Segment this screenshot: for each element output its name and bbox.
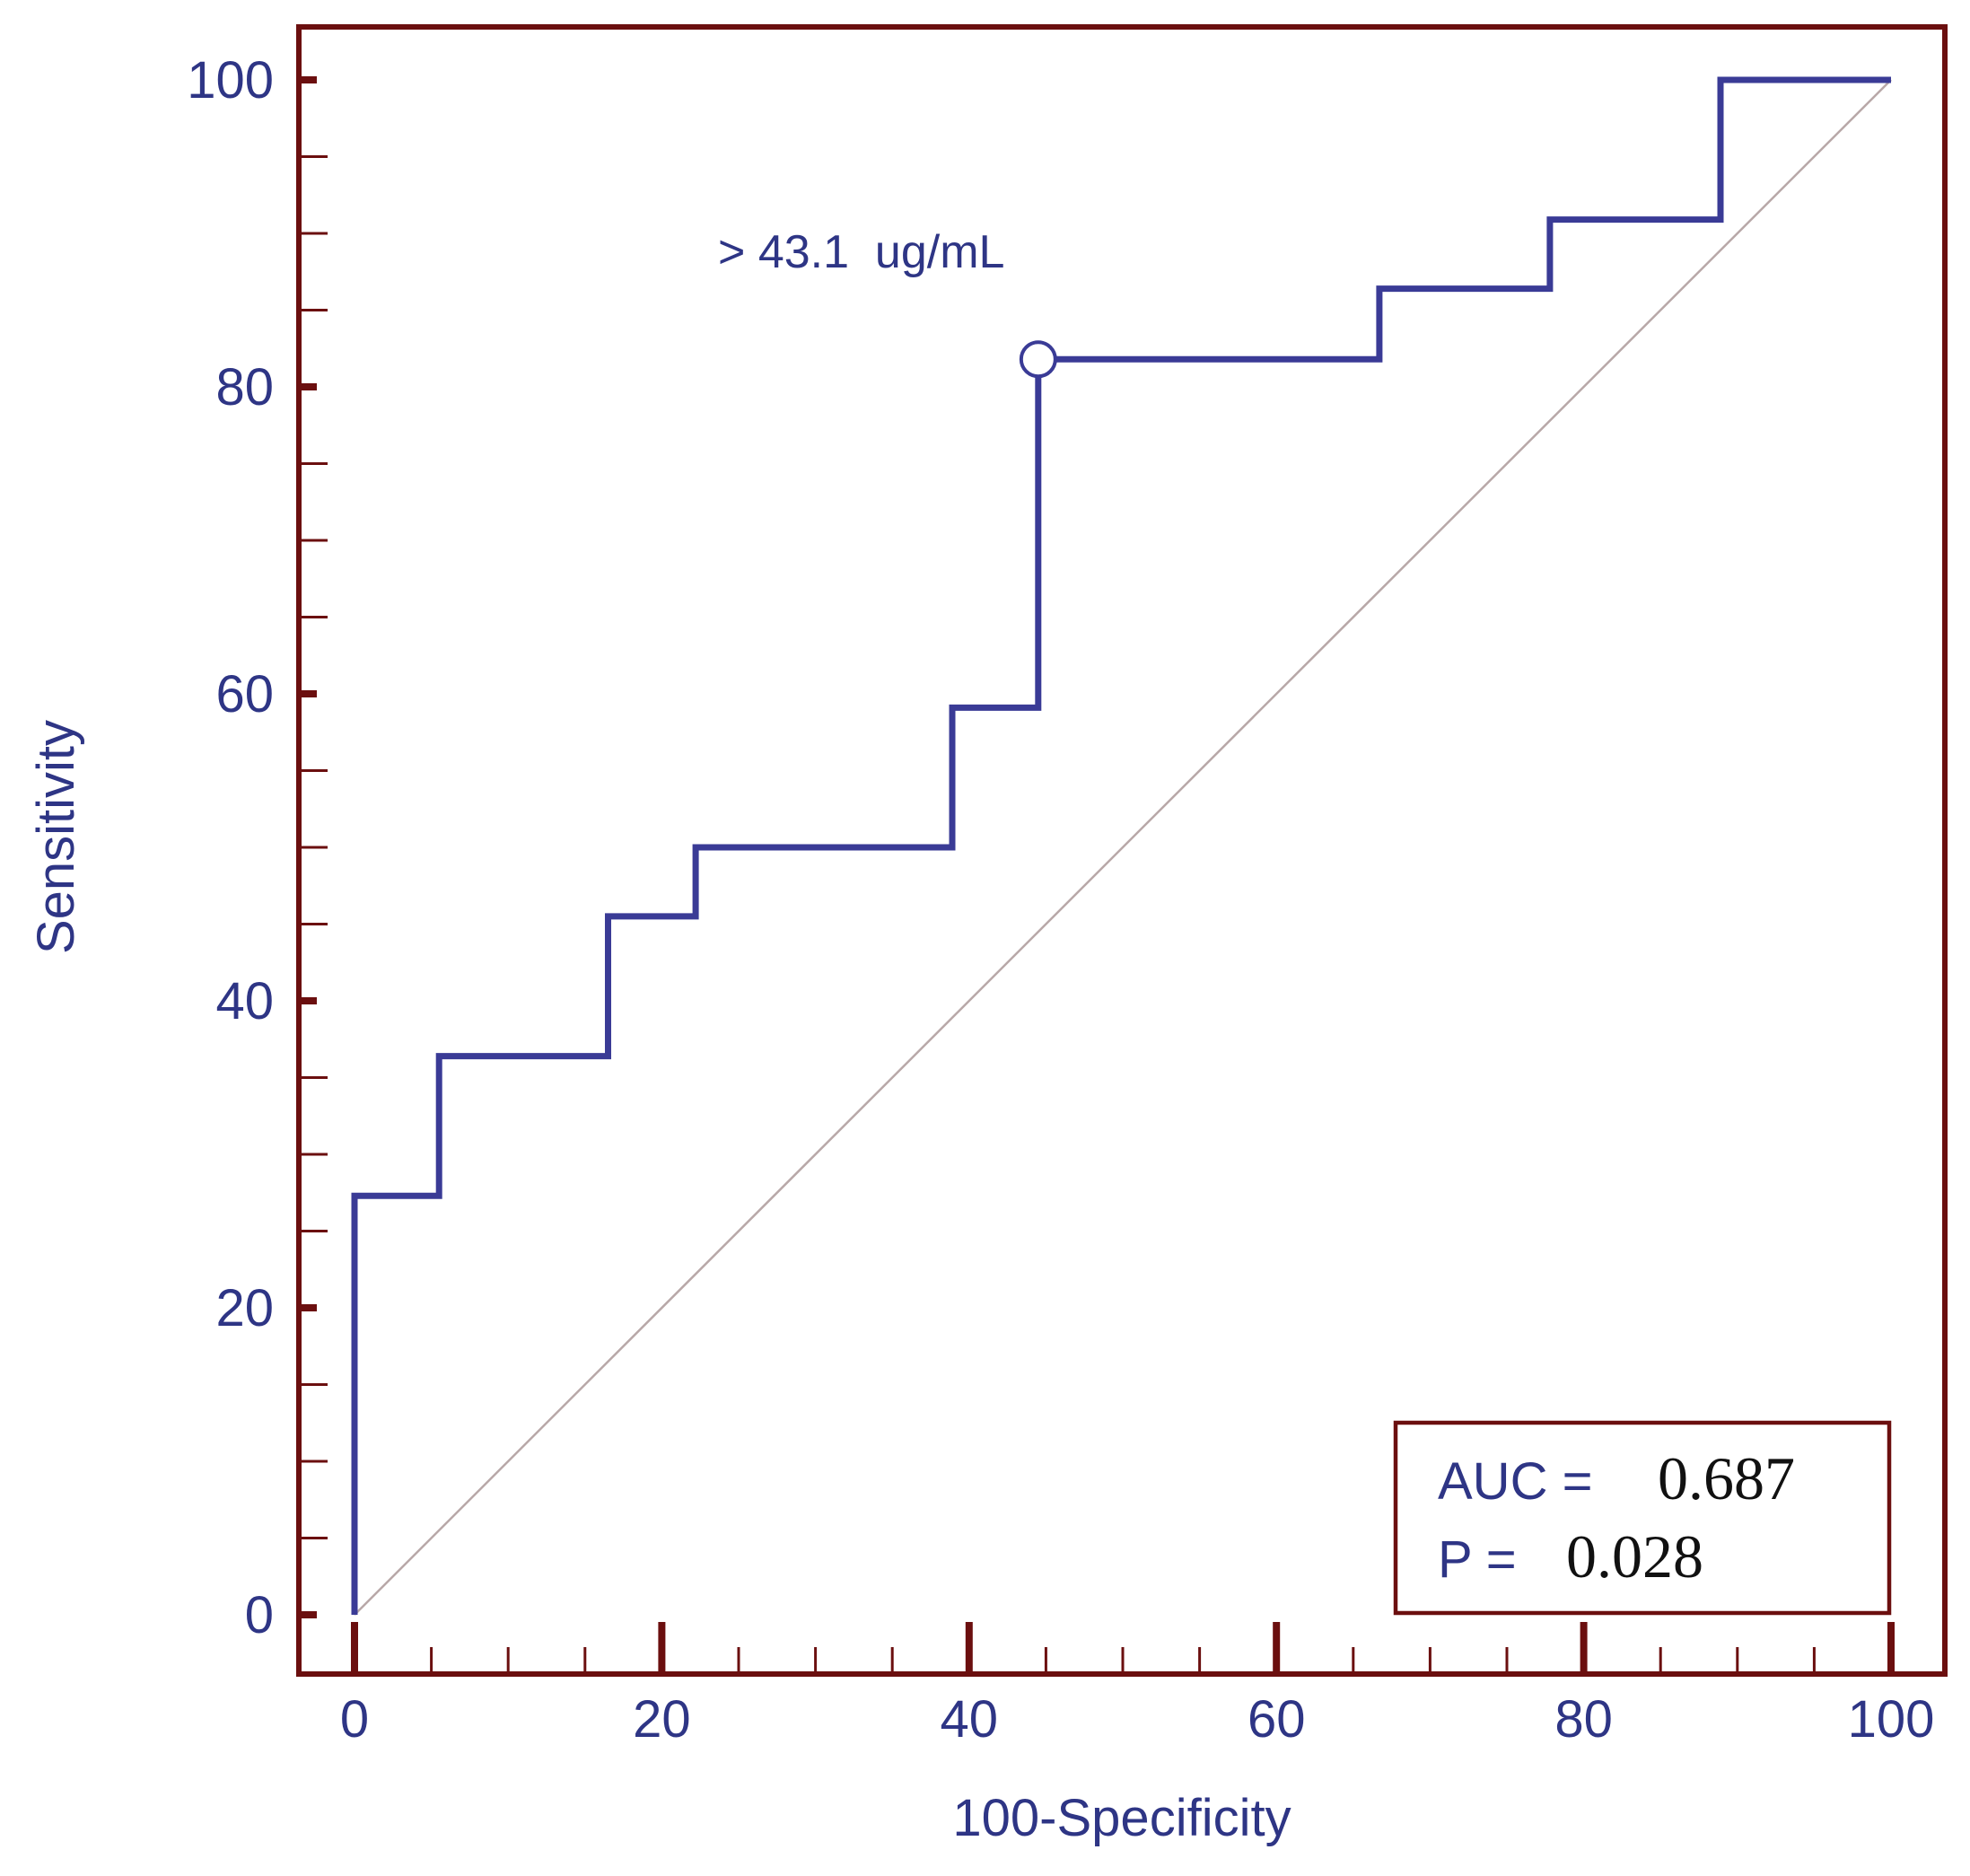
x-tick-label: 60 (1248, 1690, 1306, 1749)
reference-diagonal-line (354, 79, 1892, 1616)
roc-curve-line (351, 76, 1891, 1615)
p-label: P = (1438, 1530, 1517, 1589)
x-axis-label: 100-Specificity (952, 1789, 1291, 1847)
y-tick-label: 60 (215, 665, 274, 723)
y-tick-label: 20 (215, 1279, 274, 1337)
x-tick-label: 80 (1554, 1690, 1613, 1749)
y-tick-label: 40 (215, 972, 274, 1030)
criterion-point-marker (1019, 340, 1057, 379)
x-tick-label: 40 (941, 1690, 999, 1749)
x-tick-label: 0 (340, 1690, 369, 1749)
y-tick-label: 0 (245, 1586, 274, 1644)
stats-box: AUC = 0.687 P = 0.028 (1393, 1420, 1892, 1616)
y-tick-label: 80 (215, 358, 274, 416)
x-tick-label: 20 (633, 1690, 691, 1749)
stats-box-border (1393, 1420, 1892, 1616)
p-value: 0.028 (1566, 1522, 1703, 1591)
auc-label: AUC = (1438, 1452, 1592, 1511)
y-axis-label: Sensitivity (27, 720, 85, 954)
auc-value: 0.687 (1658, 1444, 1795, 1512)
y-tick-label: 100 (187, 51, 274, 110)
criterion-label: > 43.1 ug/mL (718, 226, 1004, 278)
x-tick-label: 100 (1848, 1690, 1935, 1749)
